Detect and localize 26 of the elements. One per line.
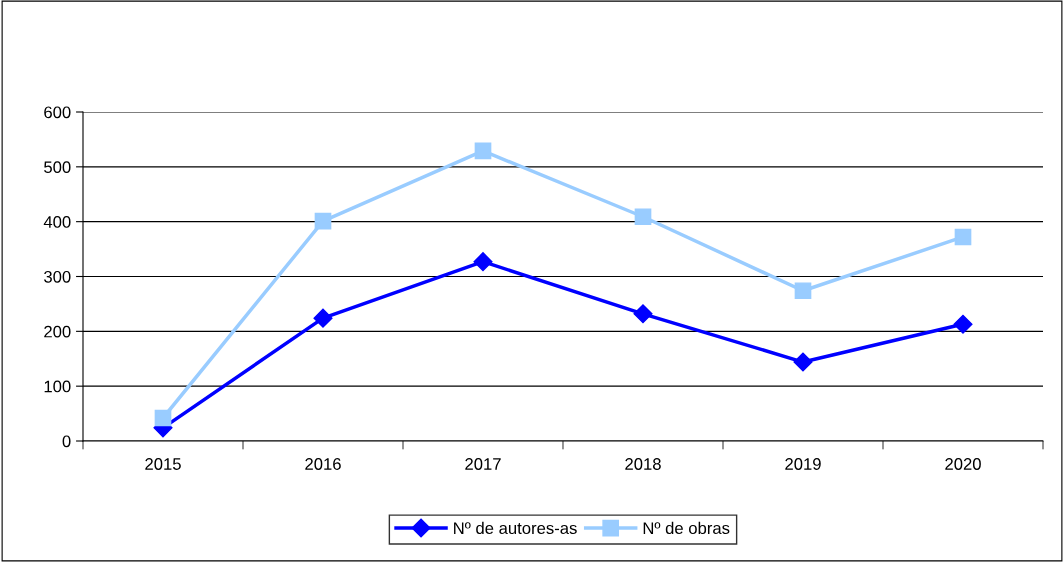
point [794, 282, 812, 300]
point [473, 252, 493, 272]
x-tick-label: 2020 [945, 458, 981, 470]
x-tick-label: 2015 [145, 458, 181, 470]
point [474, 142, 492, 160]
y-tick-label: 600 [44, 106, 71, 119]
legend-label: Nº de autores-as [454, 521, 577, 535]
legend-label: Nº de obras [643, 521, 730, 535]
point [313, 308, 333, 328]
y-tick-label: 0 [62, 435, 71, 448]
y-tick-label: 200 [44, 325, 71, 338]
point [314, 212, 332, 230]
point [953, 314, 973, 334]
point [793, 352, 813, 372]
y-tick-label: 100 [44, 380, 71, 393]
y-tick-label: 300 [44, 270, 71, 283]
x-tick-label: 2016 [305, 458, 341, 470]
x-tick-label: 2017 [465, 458, 501, 470]
y-tick-label: 400 [43, 216, 71, 228]
point [633, 304, 653, 324]
x-tick-label: 2018 [625, 458, 661, 470]
point [954, 228, 972, 246]
point [634, 208, 652, 226]
x-tick-label: 2019 [785, 458, 821, 470]
y-tick-label: 500 [44, 161, 71, 174]
point [154, 409, 172, 427]
